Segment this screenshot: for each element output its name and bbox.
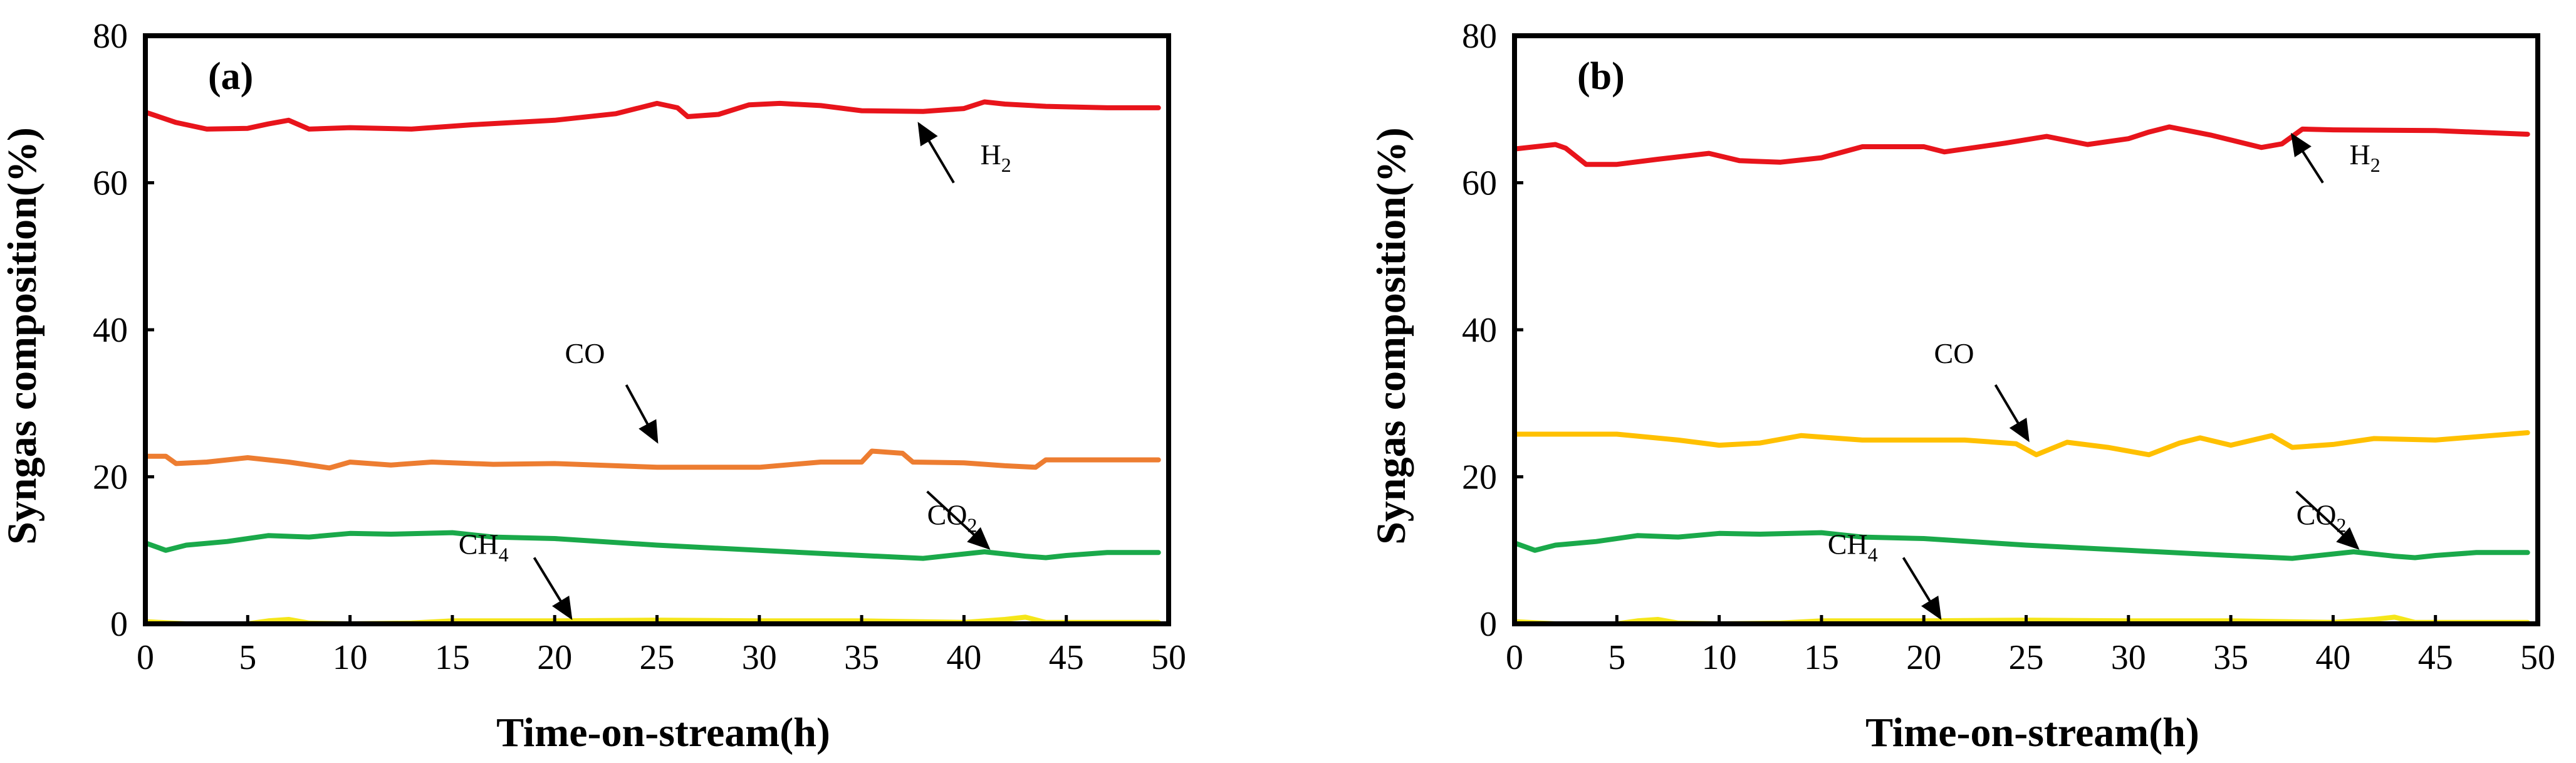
x-tick-label: 5 [239, 638, 256, 677]
annotation-label-co2: CO2 [2297, 499, 2347, 537]
y-tick-label: 60 [1462, 164, 1497, 203]
y-tick-label: 0 [110, 605, 128, 644]
y-tick-label: 0 [1479, 605, 1497, 644]
x-axis-title: Time-on-stream(h) [1865, 710, 2199, 755]
x-tick-label: 25 [2009, 638, 2044, 677]
x-tick-label: 5 [1608, 638, 1625, 677]
x-axis-title: Time-on-stream(h) [496, 710, 830, 755]
y-axis-title: Syngas composition(%) [0, 127, 45, 545]
series-line-h2 [1512, 124, 2530, 167]
annotation-arrow [625, 384, 659, 444]
x-tick-label: 0 [137, 638, 154, 677]
y-tick-label: 80 [1462, 17, 1497, 56]
x-tick-label: 45 [1049, 638, 1084, 677]
chart-panel-a: 0 5 10 15 20 25 30 35 40 45 50 0 20 40 60 80 Time-on-str… [0, 17, 1186, 755]
annotation-arrow [2290, 132, 2324, 184]
x-tick-label: 10 [333, 638, 368, 677]
panel-label: (a) [208, 55, 253, 98]
y-axis-title: Syngas composition(%) [1369, 127, 1414, 545]
series-line-co [143, 448, 1161, 471]
annotation-label-h2: H2 [981, 139, 1011, 176]
x-tick-label: 20 [1906, 638, 1941, 677]
series-line-h2 [143, 99, 1161, 132]
annotation-label-co: CO [565, 337, 605, 369]
x-tick-label: 10 [1702, 638, 1737, 677]
annotation-label-ch4: CH4 [459, 529, 509, 566]
x-tick-label: 50 [1151, 638, 1186, 677]
y-tick-label: 40 [1462, 311, 1497, 350]
x-tick-label: 30 [2111, 638, 2146, 677]
x-tick-label: 50 [2520, 638, 2555, 677]
annotation-arrow [2295, 490, 2360, 550]
annotation-arrow [917, 122, 955, 184]
x-tick-label: 35 [2213, 638, 2248, 677]
x-tick-label: 40 [946, 638, 981, 677]
x-tick-label: 25 [640, 638, 675, 677]
x-tick-label: 15 [435, 638, 470, 677]
annotation-arrow [533, 557, 573, 621]
series-line-co2 [143, 530, 1161, 561]
series-line-co [1512, 430, 2530, 458]
x-tick-label: 20 [537, 638, 572, 677]
annotation-label-co: CO [1934, 337, 1974, 369]
annotation-label-ch4: CH4 [1828, 529, 1878, 566]
y-tick-label: 40 [93, 311, 128, 350]
x-tick-label: 40 [2315, 638, 2350, 677]
panel-label: (b) [1577, 55, 1625, 98]
series-line-co2 [1512, 530, 2530, 561]
annotation-label-h2: H2 [2350, 139, 2380, 176]
x-tick-label: 45 [2418, 638, 2453, 677]
y-tick-label: 60 [93, 164, 128, 203]
x-tick-label: 30 [742, 638, 777, 677]
chart-panel-b: 0 5 10 15 20 25 30 35 40 45 50 0 20 40 60 80 Time-on-str… [1369, 17, 2555, 755]
annotation-arrow [1994, 384, 2030, 443]
y-tick-label: 20 [1462, 458, 1497, 497]
x-tick-label: 0 [1506, 638, 1523, 677]
y-tick-label: 20 [93, 458, 128, 497]
x-tick-label: 35 [844, 638, 879, 677]
annotation-arrow [1902, 557, 1942, 621]
annotation-arrow [926, 490, 991, 550]
y-tick-label: 80 [93, 17, 128, 56]
x-tick-label: 15 [1804, 638, 1839, 677]
